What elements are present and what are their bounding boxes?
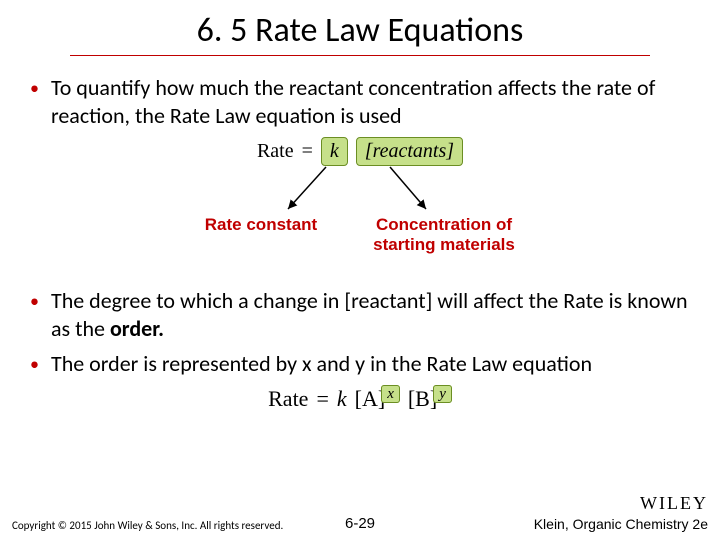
bullet-3: • The order is represented by x and y in…	[30, 350, 690, 378]
equation-2-block: Rate = k [A]x [B]y	[30, 386, 690, 412]
copyright-text: Copyright © 2015 John Wiley & Sons, Inc.…	[12, 519, 283, 532]
eq2-lhs: Rate	[268, 386, 308, 412]
eq2-k: k	[337, 386, 347, 412]
eq2-y-pill: y	[433, 385, 452, 403]
slide-container: 6. 5 Rate Law Equations • To quantify ho…	[0, 0, 720, 540]
slide-title: 6. 5 Rate Law Equations	[70, 10, 650, 56]
bullet-dot-icon: •	[30, 353, 39, 378]
footer-right: WILEY Klein, Organic Chemistry 2e	[534, 493, 708, 532]
eq2-equals: =	[316, 386, 328, 412]
eq1-reactants-pill: [reactants]	[356, 137, 463, 166]
bullet-2: • The degree to which a change in [react…	[30, 287, 690, 342]
equation-2: Rate = k [A]x [B]y	[268, 386, 452, 412]
annotation-arrows-icon	[230, 163, 490, 215]
book-title: Klein, Organic Chemistry 2e	[534, 516, 708, 532]
bullet-2-text: The degree to which a change in [reactan…	[51, 287, 690, 342]
eq1-equals: =	[302, 140, 313, 163]
label-rate-constant: Rate constant	[186, 215, 336, 256]
bullet-dot-icon: •	[30, 290, 39, 342]
bullet-1-text: To quantify how much the reactant concen…	[51, 74, 690, 129]
eq1-lhs: Rate	[257, 140, 294, 163]
bullet-1: • To quantify how much the reactant conc…	[30, 74, 690, 129]
eq1-k-pill: k	[321, 137, 348, 166]
equation-1: Rate = k [reactants]	[257, 137, 463, 166]
page-number: 6-29	[345, 515, 375, 532]
publisher-logo: WILEY	[534, 493, 708, 514]
bullet-3-text: The order is represented by x and y in t…	[51, 350, 592, 378]
equation-1-block: Rate = k [reactants] Rate constant Conce…	[30, 137, 690, 257]
eq2-x-pill: x	[381, 385, 400, 403]
bullet-dot-icon: •	[30, 77, 39, 129]
annotation-labels: Rate constant Concentration of starting …	[186, 215, 534, 256]
label-concentration: Concentration of starting materials	[354, 215, 534, 256]
